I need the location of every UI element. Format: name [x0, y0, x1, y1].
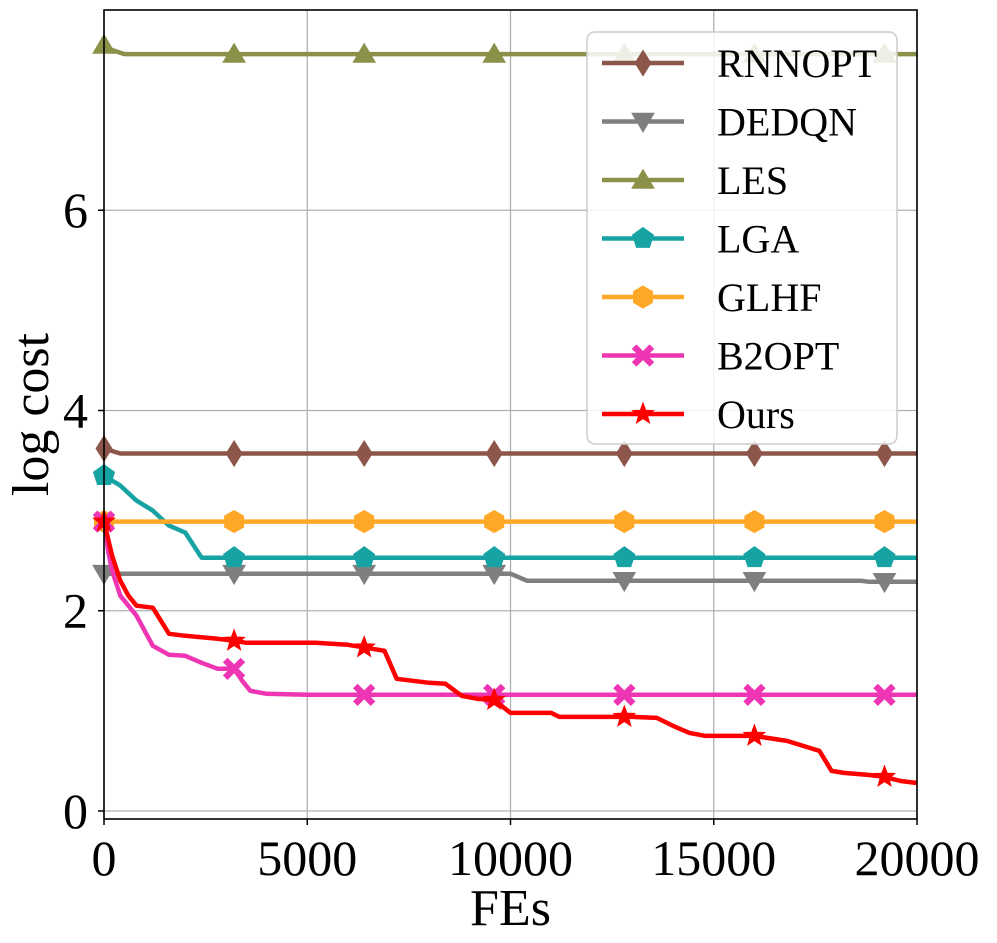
data-point-lga	[743, 546, 766, 568]
legend-entry-ours: Ours	[602, 392, 795, 437]
legend-label: Ours	[717, 392, 795, 437]
tick-layer: 0 5000 10000 15000 20000 0 2 4 6	[63, 182, 980, 886]
x-tick-label: 0	[92, 830, 117, 886]
data-point-ours	[352, 635, 376, 658]
data-point-rnnopt	[876, 439, 893, 468]
data-point-b2opt	[613, 683, 636, 707]
data-point-les	[482, 42, 507, 63]
y-axis-label: log cost	[3, 332, 60, 496]
data-point-lga	[483, 546, 506, 568]
data-point-lga	[223, 546, 246, 568]
series-dedqn	[92, 564, 917, 594]
legend-label: DEDQN	[717, 100, 857, 145]
legend-marker-glhf	[633, 285, 653, 309]
data-point-b2opt	[222, 657, 246, 681]
series-layer	[92, 33, 918, 787]
legend-marker-rnnopt	[634, 49, 652, 77]
series-lga	[92, 463, 917, 568]
data-point-b2opt	[873, 683, 896, 707]
series-line-ours	[101, 521, 918, 786]
data-point-les	[222, 42, 246, 63]
y-tick-label: 4	[63, 382, 88, 438]
data-point-rnnopt	[225, 439, 243, 468]
legend-entry-dedqn: DEDQN	[602, 100, 857, 145]
data-point-glhf	[484, 510, 505, 534]
legend-marker-dedqn	[631, 112, 655, 133]
series-b2opt	[92, 510, 917, 707]
legend-marker-ours	[631, 401, 655, 425]
y-tick-label: 0	[63, 783, 88, 839]
data-point-les	[352, 42, 377, 63]
legend-label: LGA	[717, 217, 799, 262]
legend-label: RNNOPT	[717, 41, 877, 86]
series-glhf	[94, 510, 917, 534]
x-axis-label: FEs	[470, 880, 551, 937]
x-tick-label: 10000	[448, 830, 573, 886]
legend-marker-les	[631, 168, 655, 189]
data-point-ours	[742, 723, 767, 746]
data-point-rnnopt	[615, 439, 633, 468]
data-point-ours	[612, 704, 637, 727]
series-ours	[92, 509, 918, 787]
data-point-rnnopt	[745, 439, 763, 468]
legend-entry-glhf: GLHF	[602, 275, 821, 320]
data-point-glhf	[224, 510, 245, 534]
data-point-rnnopt	[355, 439, 373, 468]
x-tick-label: 20000	[855, 830, 980, 886]
data-point-glhf	[744, 510, 765, 534]
data-point-lga	[873, 546, 896, 568]
y-tick-label: 6	[63, 182, 88, 238]
legend-entry-rnnopt: RNNOPT	[602, 41, 877, 86]
data-point-lga	[353, 546, 376, 568]
series-line-lga	[102, 473, 917, 560]
legend-entry-lga: LGA	[602, 217, 799, 262]
data-point-ours	[222, 628, 246, 651]
data-point-dedqn	[872, 573, 897, 594]
y-tick-label: 2	[63, 583, 88, 639]
data-point-glhf	[614, 510, 635, 534]
legend-entry-b2opt: B2OPT	[602, 334, 839, 379]
data-point-ours	[872, 764, 897, 787]
data-point-glhf	[874, 510, 895, 534]
legend-box	[586, 31, 898, 445]
data-point-glhf	[354, 510, 375, 534]
data-point-b2opt	[352, 683, 376, 707]
series-line-b2opt	[101, 521, 917, 698]
data-point-b2opt	[743, 683, 766, 707]
legend-label: LES	[717, 158, 788, 203]
legend-marker-b2opt	[631, 344, 655, 367]
legend-entry-les: LES	[602, 158, 788, 203]
x-tick-label: 5000	[257, 830, 357, 886]
legend-label: GLHF	[717, 275, 821, 320]
legend-label: B2OPT	[717, 334, 839, 379]
data-point-ours	[482, 687, 507, 710]
data-point-lga	[613, 546, 636, 568]
series-line-dedqn	[104, 571, 917, 584]
data-point-dedqn	[742, 572, 767, 593]
data-point-rnnopt	[485, 439, 503, 468]
x-tick-label: 15000	[651, 830, 776, 886]
legend-marker-lga	[631, 226, 655, 248]
legend: RNNOPT DEDQN LES LGA GLHF B2OPT Ours	[586, 31, 898, 445]
data-point-dedqn	[612, 572, 637, 593]
